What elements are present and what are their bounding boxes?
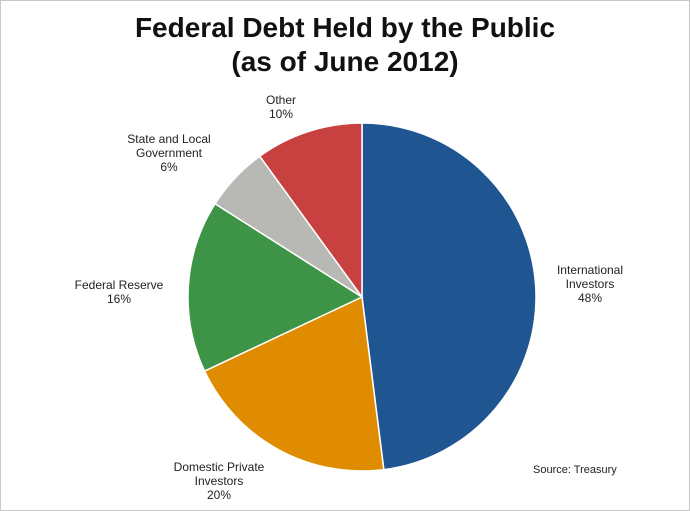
pie-slice <box>258 122 363 300</box>
chart-title: Federal Debt Held by the Public (as of J… <box>134 12 556 77</box>
pie-slice <box>361 122 537 471</box>
value-label: 10% <box>268 107 294 121</box>
slice-label: Domestic Private Investors 20% <box>174 460 265 502</box>
category-label: Domestic Private Investors <box>173 460 265 488</box>
pie-slice <box>203 295 385 472</box>
value-label: 16% <box>106 292 132 306</box>
category-label: Other <box>265 93 297 107</box>
slice-label: State and Local Government 6% <box>127 132 210 174</box>
value-label: 6% <box>160 160 178 174</box>
category-label: Federal Reserve <box>74 278 164 292</box>
category-label: State and Local Government <box>127 132 211 160</box>
slice-label: Other 10% <box>266 93 296 121</box>
category-label: International Investors <box>556 263 624 291</box>
value-label: 20% <box>206 488 232 502</box>
pie-slice <box>187 202 364 373</box>
source-note: Source: Treasury <box>533 464 617 476</box>
slice-label: International Investors 48% <box>557 263 623 305</box>
slice-label: Federal Reserve 16% <box>75 278 164 306</box>
value-label: 48% <box>577 291 603 305</box>
